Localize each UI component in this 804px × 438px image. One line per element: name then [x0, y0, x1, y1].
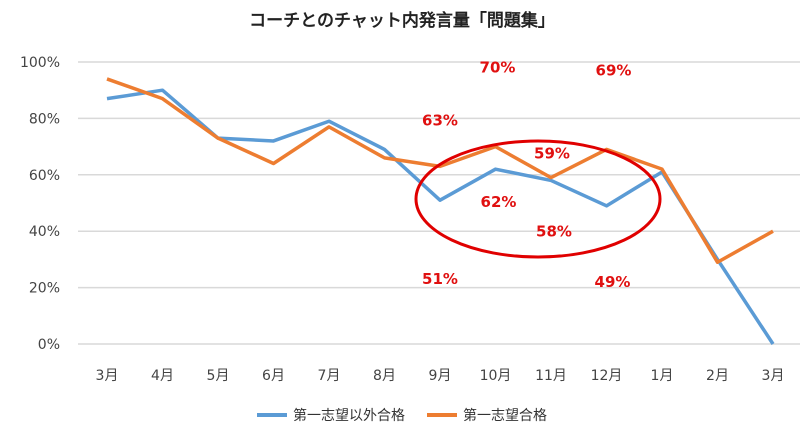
- highlight-ellipse: [414, 139, 662, 259]
- x-tick-label: 7月: [318, 368, 341, 384]
- y-tick-label: 100%: [20, 55, 60, 71]
- legend-label: 第一志望以外合格: [293, 408, 405, 424]
- x-tick-label: 11月: [535, 368, 567, 384]
- x-tick-label: 2月: [706, 368, 729, 384]
- data-label: 58%: [536, 222, 572, 240]
- y-tick-label: 40%: [29, 224, 60, 240]
- data-label: 49%: [595, 273, 631, 291]
- x-tick-label: 8月: [373, 368, 396, 384]
- data-label: 63%: [422, 111, 458, 129]
- x-tick-label: 3月: [96, 368, 119, 384]
- data-label: 69%: [596, 61, 632, 79]
- x-tick-label: 12月: [591, 368, 623, 384]
- x-tick-label: 10月: [480, 368, 512, 384]
- legend-swatch: [427, 413, 457, 417]
- y-tick-label: 0%: [38, 337, 60, 353]
- data-label: 62%: [481, 193, 517, 211]
- x-tick-label: 5月: [207, 368, 230, 384]
- y-tick-label: 20%: [29, 281, 60, 297]
- x-tick-label: 3月: [762, 368, 785, 384]
- legend-item-series-0: 第一志望以外合格: [257, 405, 405, 425]
- x-tick-label: 1月: [651, 368, 674, 384]
- x-tick-label: 9月: [429, 368, 452, 384]
- chart-title: コーチとのチャット内発言量「問題集」: [249, 11, 555, 31]
- data-label: 59%: [534, 145, 570, 163]
- legend-item-series-1: 第一志望合格: [427, 405, 547, 425]
- legend-swatch: [257, 413, 287, 417]
- y-tick-label: 80%: [29, 111, 60, 127]
- data-label: 51%: [422, 270, 458, 288]
- x-tick-label: 4月: [151, 368, 174, 384]
- legend: 第一志望以外合格 第一志望合格: [0, 405, 804, 425]
- legend-label: 第一志望合格: [463, 408, 547, 424]
- x-tick-label: 6月: [262, 368, 285, 384]
- y-tick-label: 60%: [29, 168, 60, 184]
- data-label: 70%: [480, 59, 516, 77]
